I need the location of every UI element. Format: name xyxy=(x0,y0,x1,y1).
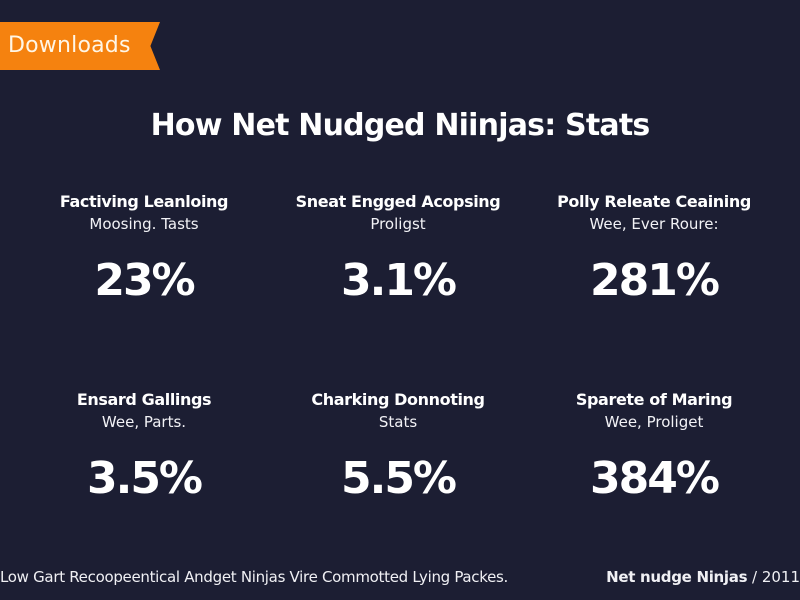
page-title: How Net Nudged Niinjas: Stats xyxy=(150,108,651,143)
stat-heading: Polly Releate Ceaining xyxy=(557,192,751,211)
stat-heading: Sneat Engged Acopsing xyxy=(295,192,501,211)
stat-heading: Ensard Gallings xyxy=(76,390,212,409)
stat-heading: Factiving Leanloing xyxy=(59,192,229,211)
footer-credit: Net nudge Ninjas / 2011 xyxy=(606,568,800,586)
stat-heading: Sparete of Maring xyxy=(575,390,733,409)
downloads-label: Downloads xyxy=(8,33,131,58)
stat-subtitle: Wee, Proliget xyxy=(604,413,704,431)
stat-subtitle: Moosing. Tasts xyxy=(89,215,199,233)
stat-value: 5.5% xyxy=(340,453,457,504)
downloads-ribbon[interactable]: Downloads xyxy=(0,22,160,70)
stat-subtitle: Proligst xyxy=(370,215,426,233)
stat-card: Sparete of Maring Wee, Proliget 384% xyxy=(524,389,784,507)
stat-value: 3.1% xyxy=(340,255,457,306)
stat-card: Factiving Leanloing Moosing. Tasts 23% xyxy=(14,191,274,309)
footer-separator: / xyxy=(747,568,762,586)
stat-heading: Charking Donnoting xyxy=(311,390,485,409)
stat-card: Ensard Gallings Wee, Parts. 3.5% xyxy=(14,389,274,507)
stat-card: Charking Donnoting Stats 5.5% xyxy=(268,389,528,507)
stat-value: 3.5% xyxy=(86,453,203,504)
footer-caption: Low Gart Recoopeentical Andget Ninjas Vi… xyxy=(0,568,509,586)
footer-brand: Net nudge Ninjas xyxy=(606,568,748,586)
stat-card: Polly Releate Ceaining Wee, Ever Roure: … xyxy=(524,191,784,309)
stat-subtitle: Stats xyxy=(378,413,418,431)
stat-value: 23% xyxy=(94,255,195,306)
stat-value: 384% xyxy=(590,453,720,504)
stat-card: Sneat Engged Acopsing Proligst 3.1% xyxy=(268,191,528,309)
footer-year: 2011 xyxy=(761,568,800,586)
stat-subtitle: Wee, Ever Roure: xyxy=(589,215,719,233)
stat-subtitle: Wee, Parts. xyxy=(101,413,187,431)
stat-value: 281% xyxy=(590,255,720,306)
